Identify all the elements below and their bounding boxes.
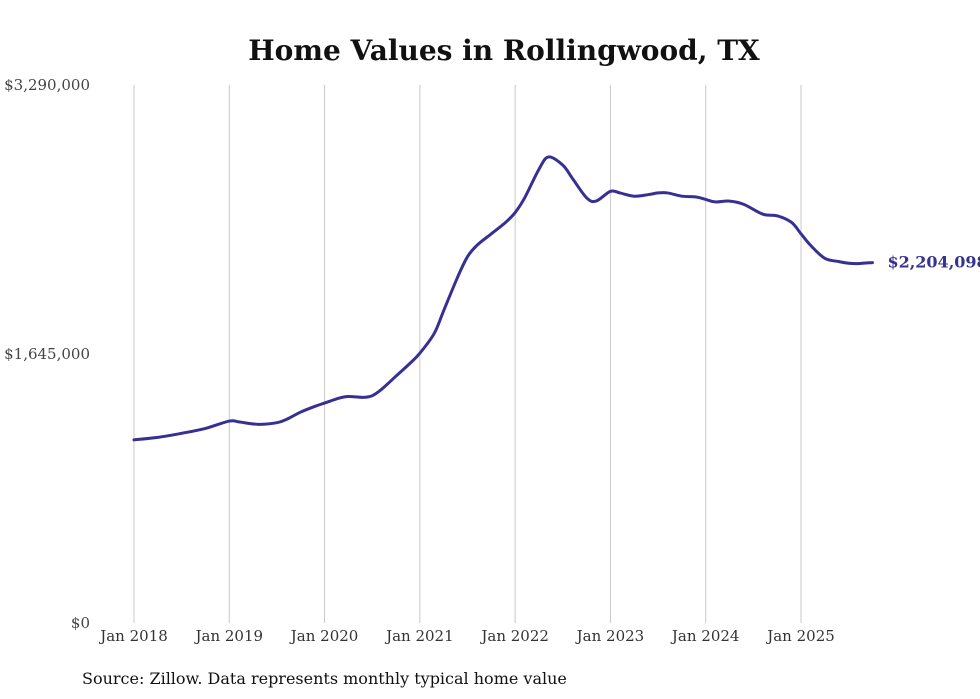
x-tick-label-6: Jan 2024 (670, 627, 740, 645)
x-tick-label-3: Jan 2021 (384, 627, 454, 645)
x-axis-labels: Jan 2018 Jan 2019 Jan 2020 Jan 2021 Jan 2022… (98, 627, 835, 645)
y-tick-label-0: $0 (71, 614, 90, 632)
series-line-0 (132, 155, 874, 442)
y-axis-labels: $0 $1,645,000 $3,290,000 (4, 76, 90, 632)
y-tick-label-2: $3,290,000 (4, 76, 90, 94)
series-layer (132, 155, 874, 442)
x-tick-label-5: Jan 2023 (575, 627, 645, 645)
y-tick-label-1: $1,645,000 (4, 345, 90, 363)
gridlines (133, 85, 802, 623)
end-value-label: $2,204,098 (887, 253, 980, 272)
x-tick-label-7: Jan 2025 (765, 627, 835, 645)
chart-title: Home Values in Rollingwood, TX (248, 34, 760, 67)
x-tick-label-4: Jan 2022 (479, 627, 549, 645)
source-note: Source: Zillow. Data represents monthly … (82, 669, 567, 688)
x-tick-label-1: Jan 2019 (194, 627, 264, 645)
x-tick-label-2: Jan 2020 (289, 627, 359, 645)
x-tick-label-0: Jan 2018 (98, 627, 168, 645)
